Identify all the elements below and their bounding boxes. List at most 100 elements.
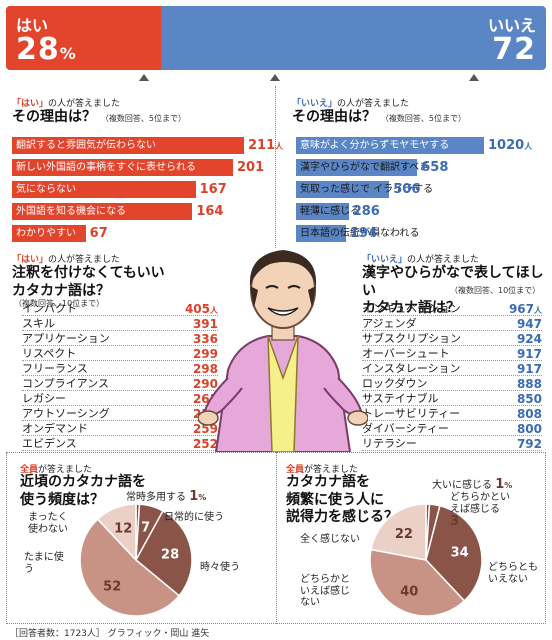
ranking-row: リテラシー 792 — [362, 437, 542, 451]
freq-pie-chart: 7 28 52 12 — [79, 503, 193, 617]
persuasive-title: カタカナ語を 頻繁に使う人に 説得力を感じる？ — [286, 474, 398, 525]
ranking-row: リスペクト 299 — [22, 347, 218, 361]
ranking-word: アウトソーシング — [22, 407, 110, 420]
bottom-divider — [276, 452, 277, 624]
ranking-word: ダイバーシティー — [362, 422, 449, 435]
ranking-value: 405人 — [184, 302, 218, 316]
freq-tag: 全員が答えました — [20, 465, 93, 475]
pie-slice-value: 28 — [161, 547, 179, 562]
pie-category-label: どちらともいえない — [488, 562, 538, 585]
reason-value: 201 — [237, 160, 265, 175]
pie-small-value: 1% — [495, 477, 513, 492]
ranking-value: 967人 — [508, 302, 542, 316]
ranking-row: レガシー 261 — [22, 392, 218, 406]
ranking-word: リテラシー — [362, 437, 417, 450]
reason-bar — [12, 225, 86, 242]
pie-slice-value: 12 — [114, 522, 132, 537]
ranking-value: 917 — [516, 347, 542, 361]
ranking-row: スキル 391 — [22, 317, 218, 331]
pie-category-label: どちらかといえば感じない — [300, 574, 350, 608]
reason-value: 1020人 — [488, 138, 533, 153]
yes-label: はい — [16, 16, 49, 35]
katakana-no-title: 漢字やひらがなで表してほしい カタカナ語は？ — [362, 265, 544, 316]
ranking-word: トレーサビリティー — [362, 407, 461, 420]
pie-small-value: 1% — [189, 489, 207, 504]
yes-share-bar: はい 28% — [6, 6, 161, 70]
pie-small-value: 3 — [450, 514, 460, 529]
reason-value: 211人 — [248, 138, 284, 153]
reason-value: 167 — [199, 182, 227, 197]
reason-value: 164 — [196, 204, 224, 219]
reason-label: 翻訳すると雰囲気が伝わらない — [16, 140, 156, 151]
man-illustration — [198, 250, 368, 452]
pie-category-label: 時々使う — [200, 562, 240, 573]
ranking-row: フリーランス 298 — [22, 362, 218, 376]
ranking-word: スキル — [22, 317, 55, 330]
ranking-row: エビデンス 252 — [22, 437, 218, 451]
pie-slice-value: 22 — [395, 527, 413, 542]
pie-slice — [369, 548, 466, 617]
pie-slice — [96, 503, 137, 562]
ranking-word: フリーランス — [22, 362, 88, 375]
ranking-value: 391 — [192, 317, 218, 331]
right-eye-shape — [287, 285, 301, 289]
ranking-row: ダイバーシティー 800 — [362, 422, 542, 436]
reason-label: 気取った感じで イライラする — [300, 184, 434, 195]
ranking-row: トレーサビリティー 808 — [362, 407, 542, 421]
mouth-shape — [267, 307, 299, 316]
freq-title: 近頃のカタカナ語を 使う頻度は？ — [20, 474, 146, 508]
reason-bar — [296, 225, 346, 242]
left-hand-shape — [198, 410, 219, 426]
footer: ［回答者数：1723人］ グラフィック・岡山 進矢 — [10, 629, 210, 639]
katakana-yes-title: 注釈を付けなくてもいい カタカナ語は？ — [12, 265, 165, 299]
ranking-value: 808 — [516, 407, 542, 421]
no-pointer-icon — [469, 74, 479, 81]
reason-label: 意味がよく分からずモヤモヤする — [300, 140, 450, 151]
ranking-value: 298 — [192, 362, 218, 376]
reason-bar — [296, 203, 349, 220]
ranking-word: アプリケーション — [22, 332, 110, 345]
ranking-row: アプリケーション 336 — [22, 332, 218, 346]
ranking-word: オーバーシュート — [362, 347, 450, 360]
reason-value: 658 — [421, 160, 449, 175]
katakana-yes-note: （複数回答、10位まで） — [14, 299, 105, 308]
ranking-word: リスペクト — [22, 347, 77, 360]
ranking-value: 800 — [516, 422, 542, 436]
ranking-value: 917 — [516, 362, 542, 376]
ranking-word: サステイナブル — [362, 392, 439, 405]
shirt-shape — [267, 335, 299, 452]
ranking-word: エビデンス — [22, 437, 77, 450]
ranking-word: レガシー — [22, 392, 66, 405]
reason-bar — [12, 181, 196, 198]
reason-label: 軽薄に感じる — [300, 206, 360, 217]
reason-value: 67 — [89, 226, 108, 241]
reason-label: 日本語の伝統が損なわれる — [300, 228, 420, 239]
katakana-no-note: （複数回答、10位まで） — [450, 286, 541, 295]
reason-bar — [12, 159, 233, 176]
ranking-value: 888 — [516, 377, 542, 391]
ranking-row: オンデマンド 259 — [22, 422, 218, 436]
reasons-no-tag: 「いいえ」の人が答えました — [292, 99, 410, 109]
ranking-row: オーバーシュート 917 — [362, 347, 542, 361]
pie-category-label: 日常的に使う — [164, 512, 224, 523]
reason-label: 新しい外国語の事柄をすぐに表せられる — [16, 162, 196, 173]
reason-bar — [12, 203, 193, 220]
pie-category-label: 常時多用する 1% — [126, 489, 207, 504]
reason-value: 506 — [393, 182, 421, 197]
pie-slice-value: 34 — [451, 545, 469, 560]
reason-bar — [296, 181, 390, 198]
no-share-bar: いいえ 72 — [161, 6, 546, 70]
ranking-row: インスタレーション 917 — [362, 362, 542, 376]
pie-slice-value: 52 — [103, 579, 121, 594]
ranking-row: アジェンダ 947 — [362, 317, 542, 331]
reason-label: 外国語を知る機会になる — [16, 206, 126, 217]
ranking-value: 290 — [192, 377, 218, 391]
reason-label: 漢字やひらがなで翻訳すべき — [300, 162, 430, 173]
hair-shape — [249, 250, 317, 286]
pie-category-label: まったく使わない — [28, 512, 68, 535]
reasons-yes-panel — [6, 86, 276, 248]
persuasive-pie-chart: 34 40 22 — [369, 503, 483, 617]
reasons-yes-title: その理由は？ （複数回答、5位まで） — [12, 109, 186, 125]
left-eye-shape — [265, 285, 279, 289]
pie-category-label: 大いに感じる 1% — [432, 477, 513, 492]
